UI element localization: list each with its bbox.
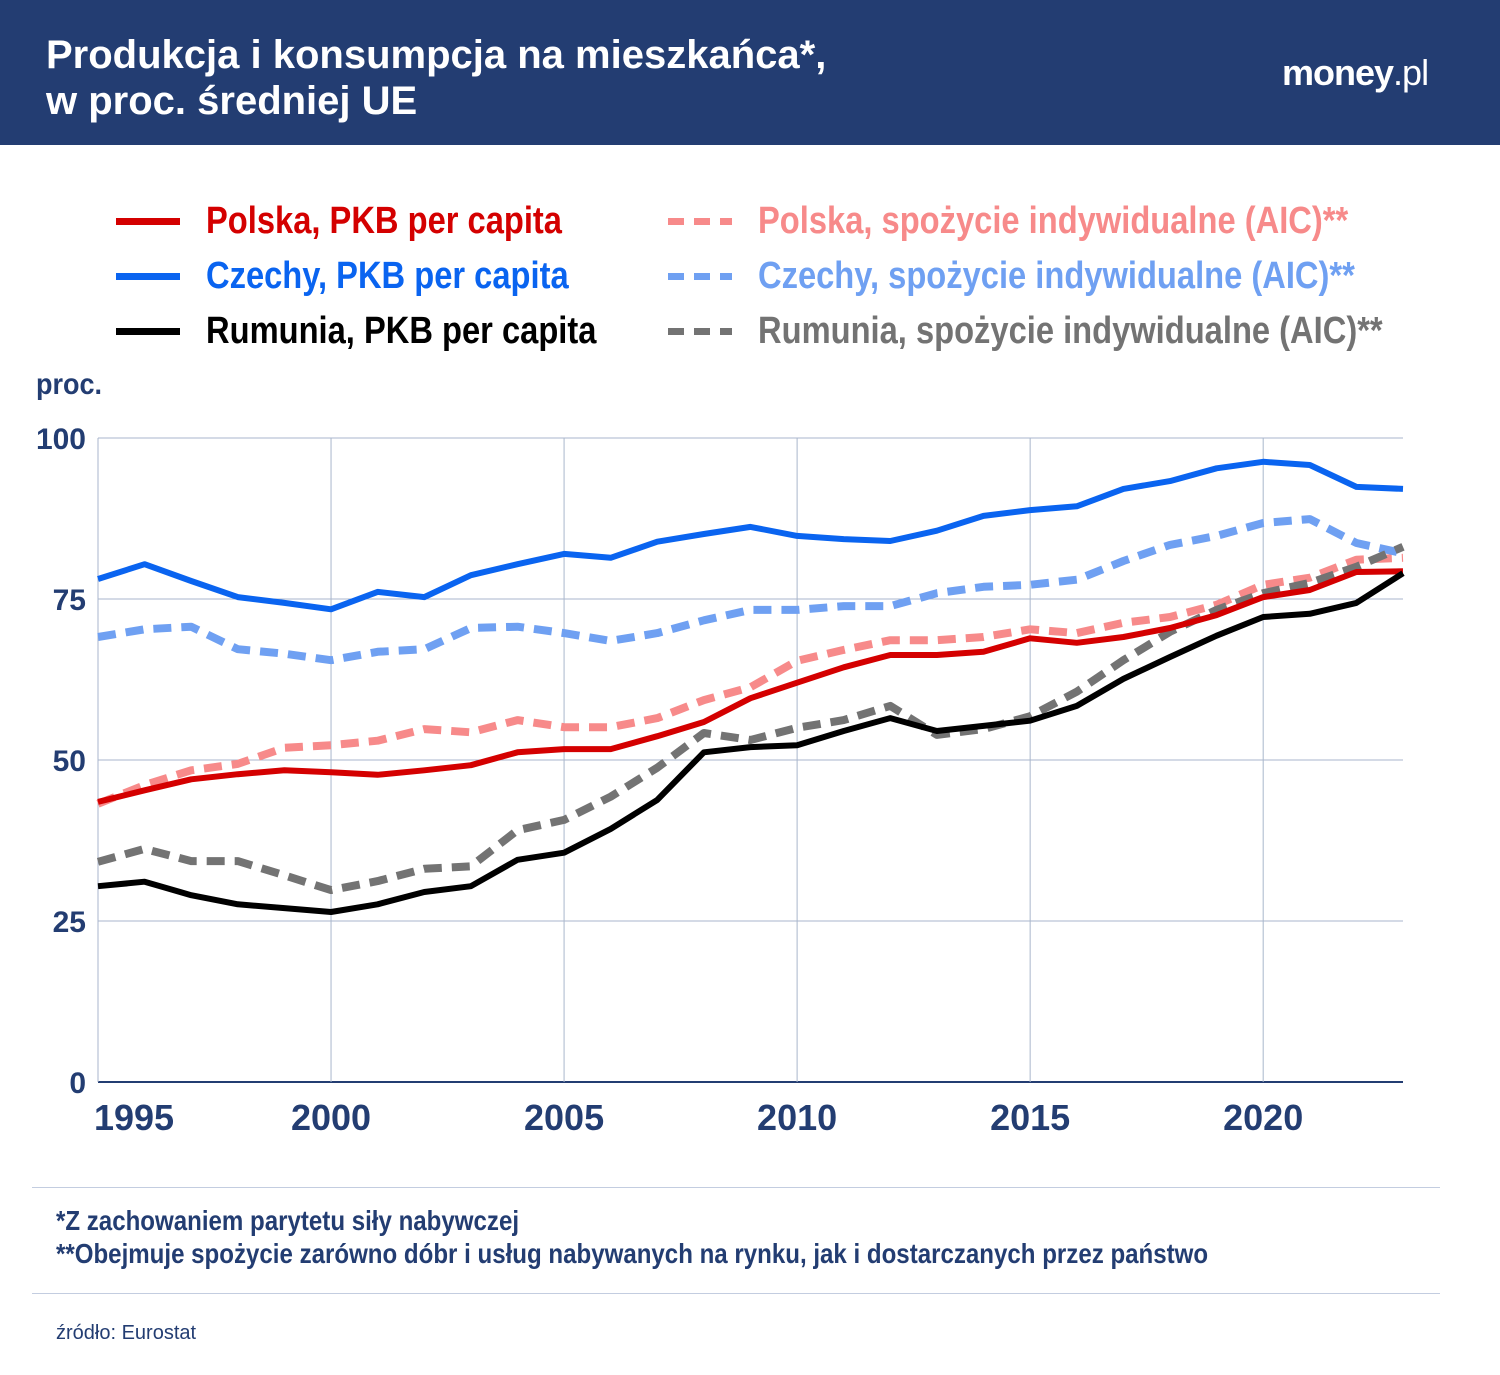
title-line-1: Produkcja i konsumpcja na mieszkańca*, xyxy=(46,33,827,77)
legend-label: Polska, spożycie indywidualne (AIC)** xyxy=(758,199,1349,242)
y-tick-label: 100 xyxy=(36,423,86,456)
legend-label: Czechy, PKB per capita xyxy=(206,254,569,297)
y-tick-label: 25 xyxy=(53,906,86,939)
legend-item: Rumunia, spożycie indywidualne (AIC)** xyxy=(668,306,1484,356)
legend-item: Czechy, spożycie indywidualne (AIC)** xyxy=(668,251,1452,301)
x-tick-label: 2005 xyxy=(524,1097,604,1138)
money-pl-logo: money.pl xyxy=(1282,52,1429,93)
legend-item: Polska, spożycie indywidualne (AIC)** xyxy=(668,196,1444,246)
chart-title: Produkcja i konsumpcja na mieszkańca*, w… xyxy=(46,32,826,124)
legend-item: Rumunia, PKB per capita xyxy=(116,306,660,356)
legend-swatch xyxy=(668,217,732,225)
footnote-1: *Z zachowaniem parytetu siły nabywczej xyxy=(56,1205,520,1236)
legend-item: Czechy, PKB per capita xyxy=(116,251,628,301)
divider xyxy=(32,1293,1440,1294)
x-tick-label: 1995 xyxy=(94,1097,174,1138)
legend-swatch xyxy=(116,327,180,335)
y-tick-label: 0 xyxy=(69,1067,86,1100)
series-line xyxy=(97,568,1404,805)
legend-swatch xyxy=(668,272,732,280)
legend-swatch xyxy=(668,327,732,335)
x-tick-label: 2000 xyxy=(291,1097,371,1138)
legend-label: Polska, PKB per capita xyxy=(206,199,562,242)
y-axis-label: proc. xyxy=(36,368,103,401)
legend-label: Rumunia, PKB per capita xyxy=(206,309,597,352)
legend-label: Czechy, spożycie indywidualne (AIC)** xyxy=(758,254,1355,297)
series-line xyxy=(96,553,1404,808)
header-banner: Produkcja i konsumpcja na mieszkańca*, w… xyxy=(0,0,1500,145)
title-line-2: w proc. średniej UE xyxy=(46,79,418,123)
y-tick-label: 75 xyxy=(53,584,86,617)
legend-swatch xyxy=(116,217,180,225)
x-tick-label: 2015 xyxy=(990,1097,1070,1138)
y-tick-label: 50 xyxy=(53,745,86,778)
divider xyxy=(32,1187,1440,1188)
legend-label: Rumunia, spożycie indywidualne (AIC)** xyxy=(758,309,1383,352)
legend-item: Polska, PKB per capita xyxy=(116,196,620,246)
x-tick-label: 2010 xyxy=(757,1097,837,1138)
series-line xyxy=(96,543,1405,895)
source-text: źródło: Eurostat xyxy=(56,1322,197,1344)
legend-swatch xyxy=(116,272,180,280)
series-line xyxy=(97,458,1404,613)
x-tick-label: 2020 xyxy=(1223,1097,1303,1138)
series-line xyxy=(97,570,1405,915)
footnote-2: **Obejmuje spożycie zarówno dóbr i usług… xyxy=(56,1238,1209,1269)
